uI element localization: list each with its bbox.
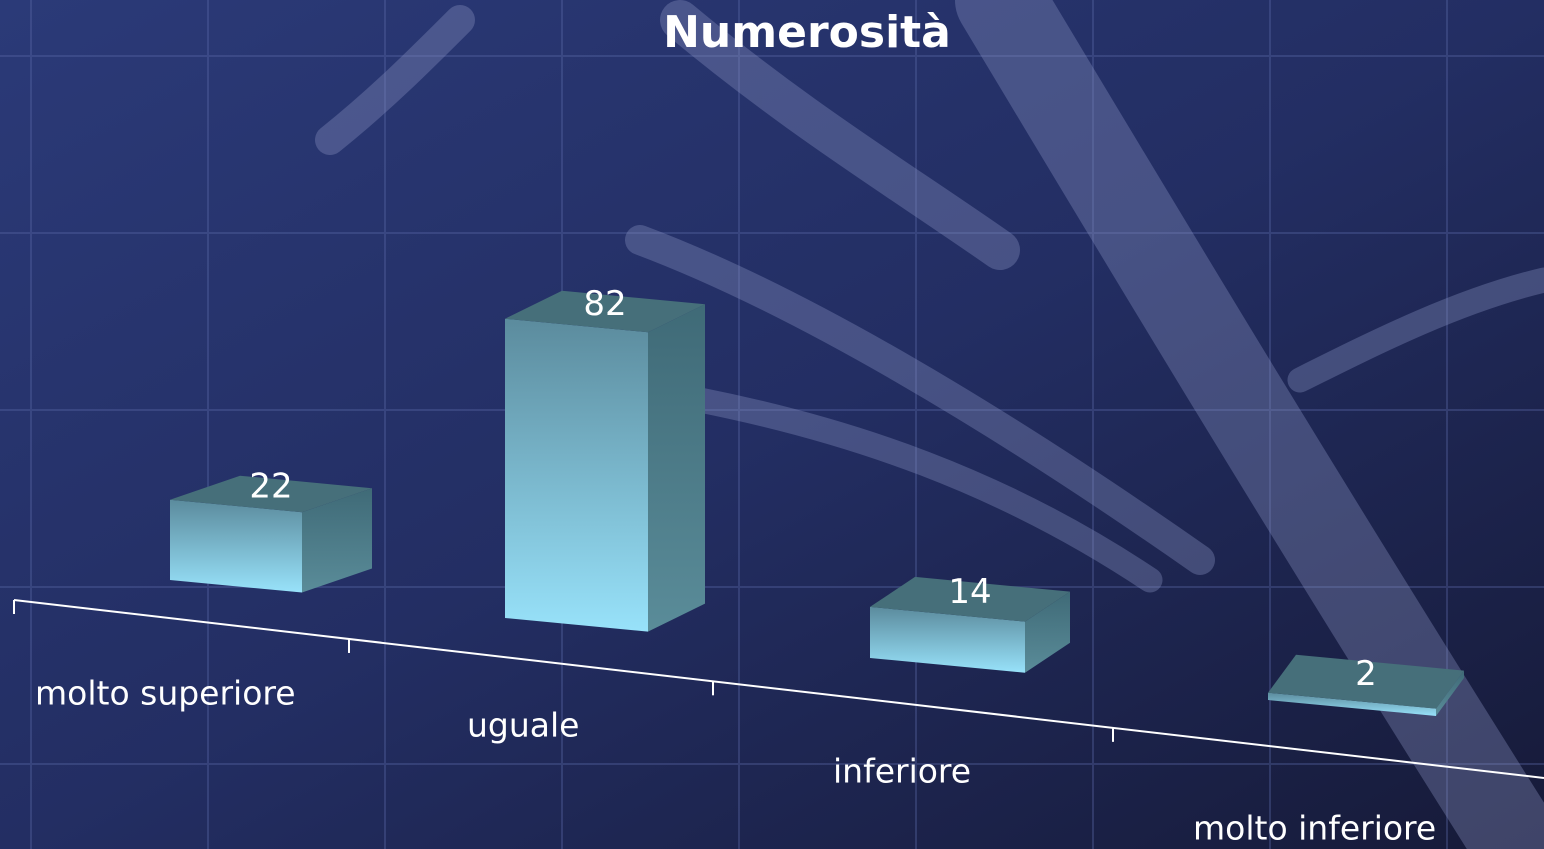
value-label: 14 [948, 572, 991, 612]
x-tick-label: inferiore [833, 752, 971, 791]
chart: Numerosità molto superiore 22 uguale 82 infe… [0, 0, 1544, 849]
bar-front [170, 500, 302, 593]
bar-side [648, 304, 705, 631]
x-tick-label: molto superiore [35, 674, 296, 713]
value-label: 2 [1355, 654, 1377, 694]
x-tick-label: molto inferiore [1193, 809, 1436, 848]
x-tick-label: uguale [467, 706, 579, 745]
value-label: 22 [249, 466, 292, 506]
bar-front [505, 319, 648, 632]
chart-title: Numerosità [663, 7, 951, 58]
value-label: 82 [583, 284, 626, 324]
bar [505, 291, 705, 632]
